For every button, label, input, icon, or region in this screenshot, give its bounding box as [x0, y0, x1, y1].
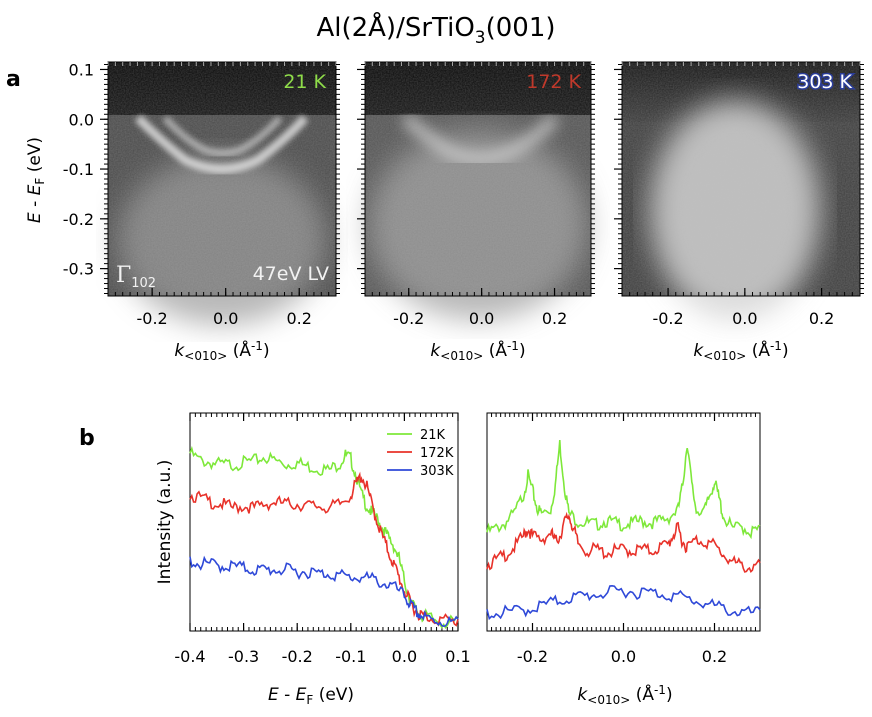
legend: 21K 172K 303K	[387, 428, 454, 479]
panel-a-xlabel: k<010> (Å-1)	[430, 339, 525, 363]
panel-b-label: b	[79, 426, 95, 451]
x-tick-label: -0.2	[137, 309, 168, 328]
x-tick-label: -0.3	[228, 647, 259, 666]
panel-b-ylabel: Intensity (a.u.)	[155, 460, 175, 585]
x-tick-label: -0.2	[517, 647, 548, 666]
x-tick-label: -0.1	[335, 647, 366, 666]
panel-a-label: a	[6, 67, 21, 92]
figure-title: Al(2Å)/SrTiO3(001)	[316, 11, 555, 48]
x-tick-label: 0.0	[611, 647, 636, 666]
y-tick-label: 0.0	[69, 110, 94, 129]
panel-a-ylabel: E - EF (eV)	[25, 137, 47, 223]
temperature-label-21k: 21 K	[283, 71, 326, 93]
legend-label-303K: 303K	[420, 464, 454, 479]
temperature-label-303k: 303 K	[797, 71, 852, 93]
x-tick-label: 0.2	[809, 309, 834, 328]
x-tick-label: 0.2	[542, 309, 567, 328]
series-line-172K	[189, 471, 459, 627]
x-tick-label: 0.0	[392, 647, 417, 666]
panel-b-energy-plot: -0.4 -0.3 -0.2 -0.1 0.0 0.1	[174, 412, 471, 666]
x-tick-label: 0.0	[732, 309, 757, 328]
arpes-map-21k	[107, 61, 337, 325]
photon-energy-label: 47eV LV	[253, 263, 329, 285]
x-tick-label: -0.2	[282, 647, 313, 666]
series-line-21K	[486, 439, 761, 540]
x-tick-label: -0.2	[393, 309, 424, 328]
legend-label-172K: 172K	[420, 446, 454, 461]
series-line-303K	[486, 584, 761, 621]
y-tick-label: -0.2	[63, 210, 94, 229]
arpes-map-303k	[621, 61, 861, 320]
y-tick-label: -0.3	[63, 260, 94, 279]
x-tick-label: 0.0	[213, 309, 238, 328]
x-tick-label: 0.1	[445, 647, 470, 666]
panel-b-right-xlabel: k<010> (Å-1)	[577, 683, 672, 707]
panel-a-xlabel: k<010> (Å-1)	[693, 339, 788, 363]
legend-label-21K: 21K	[420, 428, 446, 443]
panel-a-xlabel: k<010> (Å-1)	[174, 339, 269, 363]
series-line-303K	[189, 555, 459, 628]
series-line-172K	[486, 511, 761, 573]
arpes-map-172k	[364, 61, 592, 320]
x-tick-label: -0.2	[652, 309, 683, 328]
gamma-point-label: Γ102	[116, 263, 156, 291]
series-line-21K	[189, 445, 459, 630]
x-tick-label: 0.2	[286, 309, 311, 328]
y-tick-label: 0.1	[69, 60, 94, 79]
x-tick-label: 0.2	[702, 647, 727, 666]
panel-b-left-xlabel: E - EF (eV)	[268, 685, 354, 707]
panel-b-momentum-plot: -0.2 0.0 0.2	[486, 412, 761, 666]
x-tick-label: -0.4	[174, 647, 205, 666]
x-tick-label: 0.0	[469, 309, 494, 328]
temperature-label-172k: 172 K	[526, 71, 581, 93]
y-tick-label: -0.1	[63, 160, 94, 179]
